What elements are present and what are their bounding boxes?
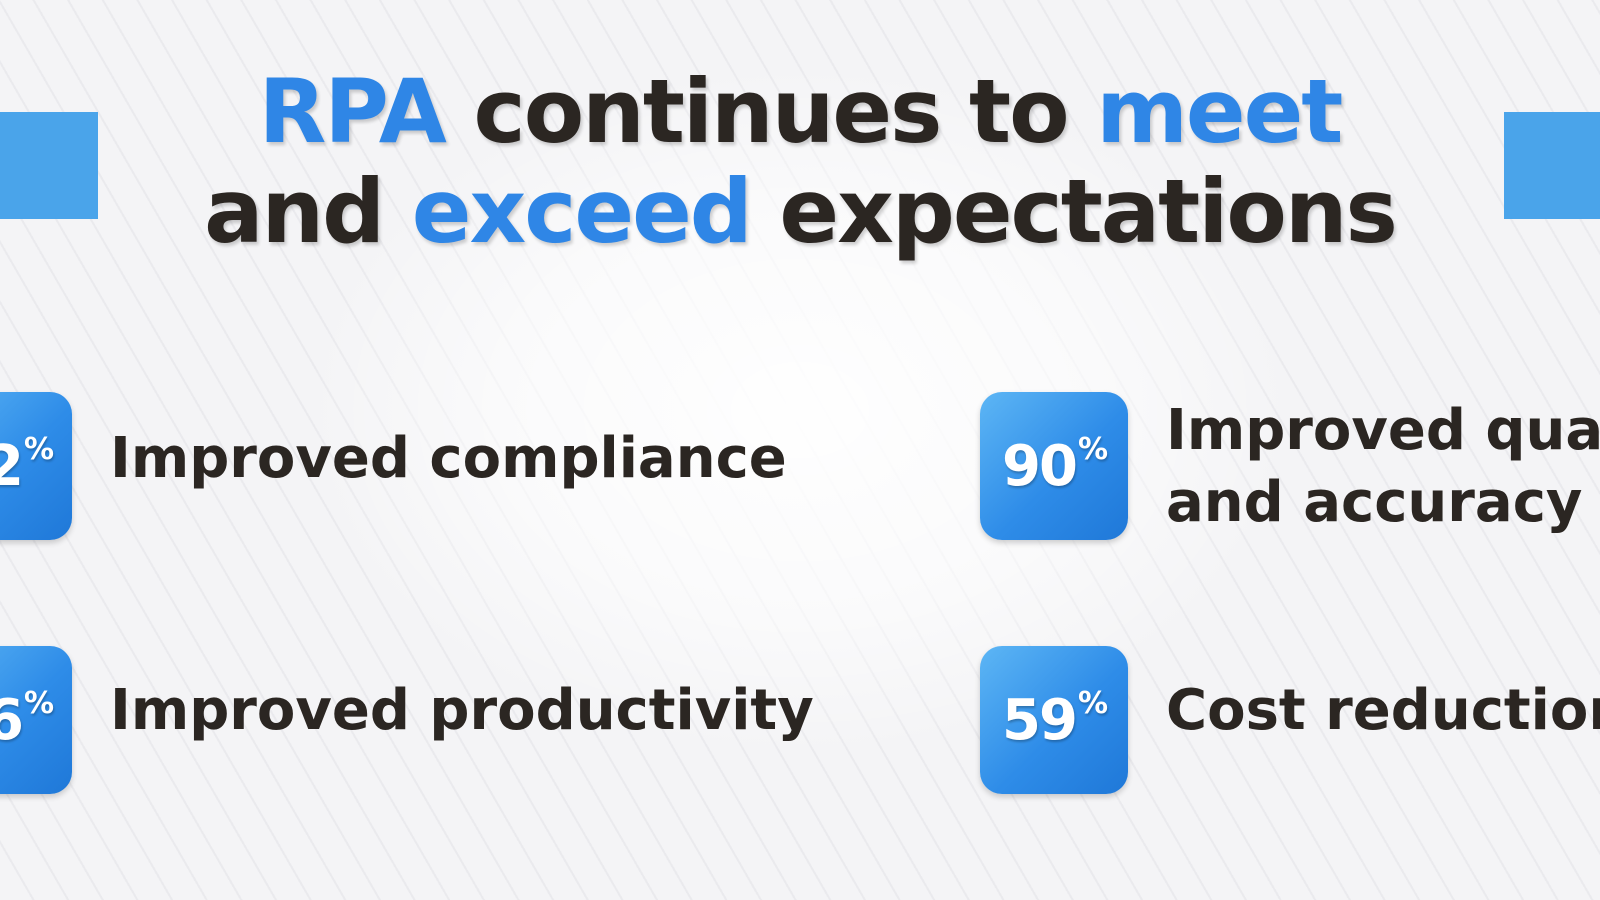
- percent-sign: %: [23, 686, 54, 721]
- percent-sign: %: [1077, 686, 1108, 721]
- headline-text-continues: continues to: [444, 60, 1097, 163]
- stat-value-productivity: 6: [0, 687, 24, 753]
- headline-line-1: RPA continues to meet: [0, 62, 1600, 162]
- stat-value-compliance: 2: [0, 433, 24, 499]
- stat-badge-quality: 90%: [980, 392, 1128, 540]
- stat-label-quality-line-1: Improved qual: [1166, 398, 1600, 463]
- stat-badge-productivity: 6%: [0, 646, 72, 794]
- headline-text-expectations: expectations: [750, 160, 1397, 263]
- stat-label-compliance: Improved compliance: [110, 426, 787, 491]
- stat-value-quality: 90: [1002, 433, 1078, 499]
- stat-label-cost: Cost reductior: [1166, 678, 1600, 743]
- stat-badge-cost: 59%: [980, 646, 1128, 794]
- headline-text-and: and: [204, 160, 412, 263]
- stat-label-quality-line-2: and accuracy: [1166, 470, 1583, 535]
- headline-accent-meet: meet: [1096, 60, 1343, 163]
- headline-accent-rpa: RPA: [258, 60, 447, 163]
- stat-value-cost: 59: [1002, 687, 1078, 753]
- stat-badge-compliance: 2%: [0, 392, 72, 540]
- headline-accent-exceed: exceed: [411, 160, 753, 263]
- headline-line-2: and exceed expectations: [0, 162, 1600, 262]
- percent-sign: %: [1077, 432, 1108, 467]
- right-accent-bar: [1504, 112, 1600, 219]
- percent-sign: %: [23, 432, 54, 467]
- headline: RPA continues to meet and exceed expecta…: [0, 62, 1600, 262]
- left-accent-bar: [0, 112, 98, 219]
- stat-label-productivity: Improved productivity: [110, 678, 814, 743]
